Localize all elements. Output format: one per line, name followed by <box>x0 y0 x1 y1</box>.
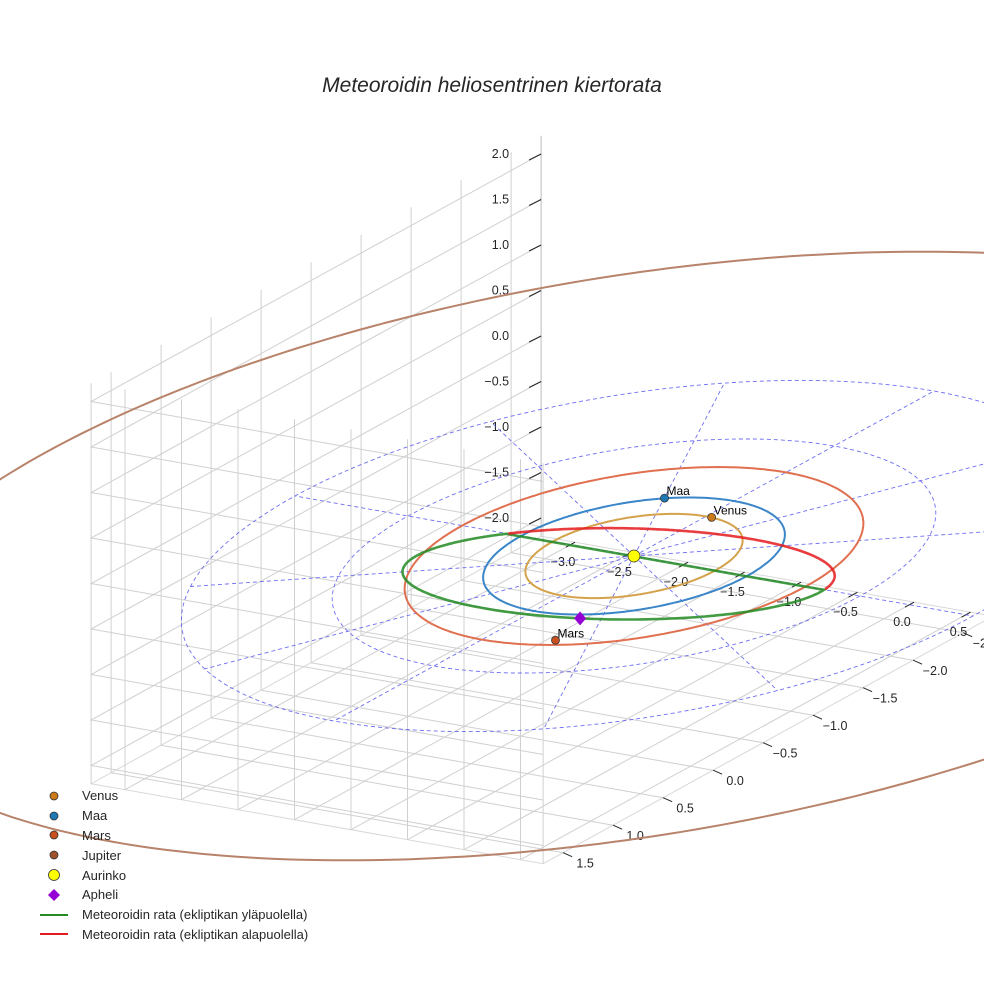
legend-symbol <box>36 927 76 941</box>
y-tick-label: −1.5 <box>873 692 898 706</box>
z-tick-mark <box>529 518 541 524</box>
z-tick-mark <box>529 200 541 206</box>
y-tick-mark <box>713 770 722 774</box>
y-tick-label: 0.5 <box>676 802 693 816</box>
grid-line <box>91 200 543 528</box>
planet-venus-label: Venus <box>714 503 747 517</box>
grid-line <box>91 291 543 619</box>
legend-label: Mars <box>82 828 111 843</box>
legend-label: Meteoroidin rata (ekliptikan yläpuolella… <box>82 907 307 922</box>
z-tick-label: 2.0 <box>492 147 509 161</box>
y-tick-label: −2.5 <box>973 637 984 651</box>
grid-line <box>91 245 543 573</box>
y-tick-label: 1.0 <box>626 829 643 843</box>
legend-label: Venus <box>82 788 118 803</box>
y-tick-label: −2.0 <box>923 664 948 678</box>
legend-label: Jupiter <box>82 848 121 863</box>
x-tick-label: −3.0 <box>551 555 576 569</box>
chart-title: Meteoroidin heliosentrinen kiertorata <box>0 74 984 98</box>
y-tick-mark <box>613 825 622 829</box>
z-tick-label: −0.5 <box>484 375 509 389</box>
z-tick-label: −1.0 <box>484 420 509 434</box>
planet-mars-label: Mars <box>558 626 585 640</box>
legend-label: Aurinko <box>82 868 126 883</box>
legend: Venus Maa Mars Jupiter Aurinko Apheli Meteoroi… <box>36 786 308 944</box>
legend-symbol <box>36 908 76 922</box>
x-tick-label: 0.0 <box>893 615 910 629</box>
legend-item: Venus <box>36 786 308 806</box>
x-tick-label: −2.5 <box>607 565 632 579</box>
y-tick-label: −1.0 <box>823 719 848 733</box>
legend-symbol <box>36 789 76 803</box>
legend-symbol <box>36 868 76 882</box>
legend-label: Maa <box>82 808 107 823</box>
legend-item: Aurinko <box>36 865 308 885</box>
legend-symbol <box>36 888 76 902</box>
z-tick-label: 1.0 <box>492 238 509 252</box>
y-tick-mark <box>563 853 572 857</box>
y-tick-label: −0.5 <box>773 747 798 761</box>
y-tick-label: 0.0 <box>726 774 743 788</box>
legend-item: Maa <box>36 806 308 826</box>
legend-item: Meteoroidin rata (ekliptikan yläpuolella… <box>36 905 308 925</box>
legend-item: Meteoroidin rata (ekliptikan alapuolella… <box>36 925 308 945</box>
z-tick-mark <box>529 336 541 342</box>
z-tick-mark <box>529 154 541 160</box>
x-tick-label: 0.5 <box>950 625 967 639</box>
sun-marker <box>628 550 640 562</box>
grid-line <box>91 154 543 482</box>
z-tick-label: 0.0 <box>492 329 509 343</box>
legend-label: Meteoroidin rata (ekliptikan alapuolella… <box>82 927 308 942</box>
legend-item: Jupiter <box>36 845 308 865</box>
z-tick-mark <box>529 382 541 388</box>
legend-symbol <box>36 828 76 842</box>
z-tick-mark <box>529 245 541 251</box>
x-tick-label: −0.5 <box>833 605 858 619</box>
y-tick-mark <box>763 743 772 747</box>
axis-grid <box>91 136 984 864</box>
legend-symbol <box>36 809 76 823</box>
legend-symbol <box>36 848 76 862</box>
legend-label: Apheli <box>82 887 118 902</box>
z-tick-mark <box>529 473 541 479</box>
z-tick-mark <box>529 291 541 297</box>
y-tick-label: 1.5 <box>576 857 593 871</box>
y-tick-mark <box>913 660 922 664</box>
y-tick-mark <box>863 688 872 692</box>
z-tick-label: −1.5 <box>484 466 509 480</box>
y-tick-mark <box>663 798 672 802</box>
z-tick-mark <box>529 427 541 433</box>
z-tick-label: 1.5 <box>492 193 509 207</box>
legend-item: Apheli <box>36 885 308 905</box>
legend-item: Mars <box>36 826 308 846</box>
y-tick-mark <box>813 715 822 719</box>
planet-maa-label: Maa <box>667 484 691 498</box>
